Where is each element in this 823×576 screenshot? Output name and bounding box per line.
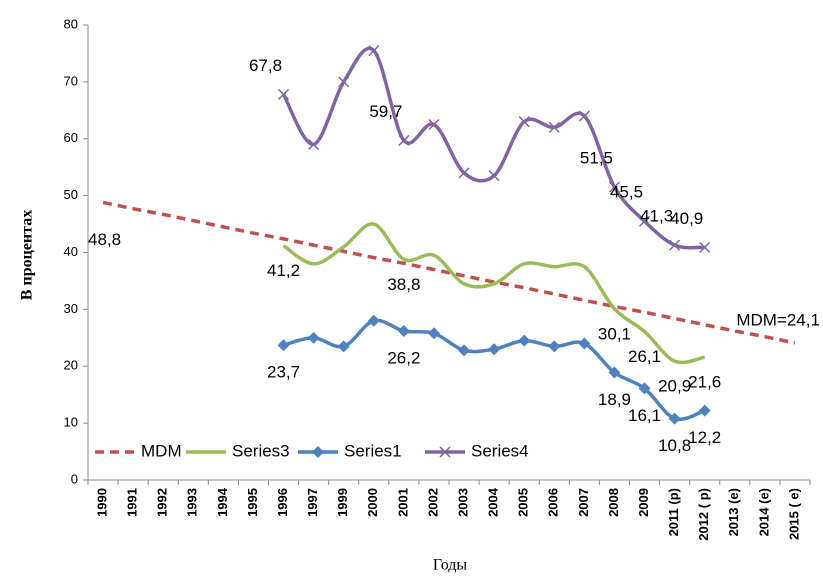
legend-label: Series3 — [232, 441, 290, 460]
data-point — [278, 88, 290, 100]
x-tick-label: 2007 — [576, 488, 591, 517]
data-label: 21,6 — [688, 373, 721, 392]
data-point — [308, 138, 320, 150]
legend-marker — [312, 446, 324, 458]
data-point — [668, 412, 681, 425]
data-point — [338, 76, 350, 88]
data-point — [578, 110, 590, 122]
series-line — [102, 200, 796, 345]
data-label: 18,9 — [598, 390, 631, 409]
data-label: 48,8 — [88, 230, 121, 249]
y-tick-label: 40 — [64, 244, 78, 259]
data-point — [638, 382, 651, 395]
data-point — [548, 121, 560, 133]
x-tick-label: 2003 — [455, 488, 470, 517]
legend-label: Series1 — [344, 441, 402, 460]
y-tick-label: 80 — [64, 16, 78, 31]
data-label: 45,5 — [610, 183, 643, 202]
data-point — [428, 119, 440, 131]
legend-label: Series4 — [471, 441, 529, 460]
data-point — [548, 340, 561, 353]
data-label: 30,1 — [598, 324, 631, 343]
data-point — [518, 116, 530, 128]
data-label: 41,2 — [267, 261, 300, 280]
data-point — [488, 343, 501, 356]
x-tick-label: 2009 — [636, 488, 651, 517]
x-tick-label: 2005 — [516, 488, 531, 517]
x-tick-label: 2004 — [486, 487, 501, 517]
data-point — [458, 344, 471, 357]
data-label: 12,2 — [688, 428, 721, 447]
data-label: 10,8 — [658, 436, 691, 455]
x-tick-label: 1994 — [215, 487, 230, 517]
data-label: 26,2 — [387, 348, 420, 367]
y-axis-title: В процентах — [19, 210, 36, 300]
y-tick-label: 10 — [64, 415, 78, 430]
legend-label: MDM — [141, 441, 182, 460]
x-tick-label: 2008 — [606, 488, 621, 517]
data-point — [578, 337, 591, 350]
x-tick-label: 2006 — [546, 488, 561, 517]
data-label: 51,5 — [580, 149, 613, 168]
x-axis-title: Годы — [433, 557, 468, 574]
data-label: 26,1 — [628, 347, 661, 366]
x-tick-label: 1991 — [125, 488, 140, 517]
x-tick-label: 2000 — [365, 488, 380, 517]
data-point — [669, 239, 681, 251]
data-point — [367, 314, 380, 327]
y-tick-label: 70 — [64, 73, 78, 88]
x-tick-label: 1997 — [305, 488, 320, 517]
data-point — [699, 241, 711, 253]
y-tick-label: 0 — [71, 471, 78, 486]
data-point — [518, 334, 531, 347]
data-point — [488, 170, 500, 182]
data-point — [427, 327, 440, 340]
x-tick-label: 1996 — [275, 488, 290, 517]
x-tick-label: 2014 (e) — [756, 488, 771, 536]
x-tick-label: 2011 (p) — [666, 488, 681, 536]
data-point — [698, 404, 711, 417]
data-point — [397, 324, 410, 337]
data-label: 23,7 — [267, 363, 300, 382]
y-tick-label: 30 — [64, 301, 78, 316]
data-label: 16,1 — [628, 406, 661, 425]
x-tick-label: 2013 (e) — [726, 488, 741, 536]
y-tick-label: 50 — [64, 187, 78, 202]
x-tick-label: 2015 ( e) — [786, 488, 801, 540]
x-tick-label: 2002 — [425, 488, 440, 517]
data-label: 41,3 — [640, 207, 673, 226]
data-point — [277, 339, 290, 352]
legend-marker — [439, 446, 451, 458]
data-label: 38,8 — [387, 275, 420, 294]
data-point — [368, 45, 380, 57]
data-point — [337, 340, 350, 353]
x-tick-label: 1993 — [185, 488, 200, 517]
x-tick-label: 2001 — [395, 488, 410, 517]
y-tick-label: 60 — [64, 130, 78, 145]
data-label: 20,9 — [658, 377, 691, 396]
series-line — [282, 222, 706, 365]
data-label: 40,9 — [670, 209, 703, 228]
data-label: 59,7 — [369, 102, 402, 121]
data-point — [458, 167, 470, 179]
series-line — [283, 318, 706, 422]
data-point — [608, 366, 621, 379]
data-point — [639, 215, 651, 227]
data-point — [398, 134, 410, 146]
x-tick-label: 1992 — [155, 488, 170, 517]
data-label: 67,8 — [249, 56, 282, 75]
data-point — [307, 331, 320, 344]
x-tick-label: 1999 — [335, 488, 350, 517]
x-tick-label: 1990 — [94, 488, 109, 517]
data-label: MDM=24,1 — [736, 310, 820, 329]
data-point — [608, 181, 620, 193]
y-tick-label: 20 — [64, 358, 78, 373]
x-tick-label: 1995 — [245, 488, 260, 517]
x-tick-label: 2012 ( p) — [696, 488, 711, 541]
